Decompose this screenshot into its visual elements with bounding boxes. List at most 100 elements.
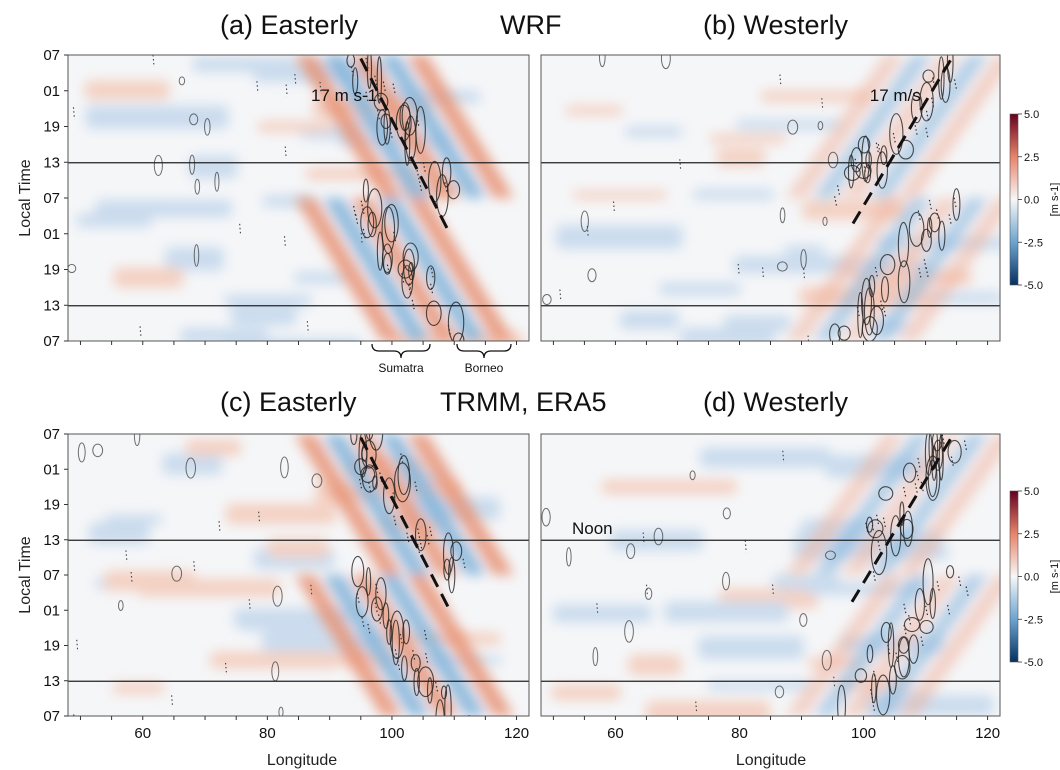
panel-d-contour — [867, 519, 884, 539]
panel-b-dotted-contour — [917, 210, 921, 221]
panel-d-contour — [871, 673, 877, 704]
panel-a-contour — [384, 203, 399, 243]
panel-c-ytick-label: 13 — [43, 532, 60, 549]
panel-b-dotted-contour — [925, 127, 929, 138]
panel-a-contour — [425, 300, 442, 327]
borneo-brace — [456, 343, 512, 359]
panel-b-dotted-contour — [883, 306, 887, 318]
panel-c-dotted-contour — [425, 653, 429, 664]
panel-b-band — [572, 190, 668, 200]
panel-a-ytick-label: 07 — [43, 190, 60, 207]
colorbar-gradient — [1009, 490, 1019, 663]
panel-a-dotted-contour — [408, 283, 412, 294]
panel-a-field — [68, 55, 529, 341]
panel-a-band — [84, 80, 170, 100]
panel-b-contour — [952, 188, 961, 221]
panel-c-dotted-contour — [419, 538, 423, 550]
panel-a-contour — [447, 301, 465, 341]
panel-c-ytick-label: 19 — [43, 638, 60, 655]
panel-a-contour — [376, 109, 389, 146]
y-axis-label-bottom: Local Time — [17, 536, 34, 613]
sumatra-brace — [371, 343, 431, 359]
panel-c-contour — [386, 619, 393, 645]
panel-a-contour — [193, 244, 200, 267]
panel-b-band — [619, 310, 680, 330]
panel-b-contour — [920, 228, 932, 252]
panel-c-dotted-contour — [368, 482, 372, 493]
panel-c-xtick-label: 120 — [504, 725, 529, 742]
panel-c-ytick-label: 07 — [43, 426, 60, 443]
panel-c-contour — [355, 586, 369, 618]
panel-b-dotted-contour — [877, 144, 881, 155]
colorbar-tick-label: 0.0 — [1024, 195, 1039, 207]
panel-d-contour — [821, 649, 832, 671]
panel-a-contour — [446, 180, 461, 200]
panel-b-contour — [850, 147, 863, 173]
panel-b-contour — [843, 164, 861, 181]
panel-d-contour — [854, 668, 868, 683]
panel-b-contour — [938, 56, 945, 100]
panel-b-band — [658, 282, 742, 295]
panel-d-band — [551, 684, 622, 700]
panel-a-band — [226, 338, 361, 341]
panel-b-dotted-contour — [854, 158, 858, 169]
panel-b-contour — [837, 325, 851, 341]
panel-d-band — [645, 700, 771, 716]
panel-d-contour — [914, 588, 925, 621]
panel-a-contour — [367, 188, 383, 229]
panel-d-contour — [722, 507, 731, 520]
panel-a-dotted-contour — [422, 162, 426, 173]
panel-b-contour — [580, 210, 589, 232]
panel-a-dotted-contour — [364, 55, 368, 64]
panel-a-band — [95, 199, 232, 218]
panel-c-contour — [185, 457, 196, 479]
panel-b-contour — [879, 254, 896, 276]
panel-b-contour — [542, 294, 552, 306]
panel-d-band — [697, 636, 804, 660]
panel-d-xtick-label: 60 — [607, 725, 624, 742]
panel-b-contour — [919, 81, 934, 122]
panel-a-contour — [346, 55, 356, 68]
panel-b-dotted-contour — [856, 306, 860, 317]
panel-b-band — [565, 105, 624, 116]
panel-d-xtick-label: 100 — [851, 725, 876, 742]
panel-d-contour — [866, 644, 874, 664]
panel-c-ytick-label: 07 — [43, 708, 60, 725]
panel-b-contour — [897, 139, 914, 160]
colorbar-unit-label: [m s-1] — [1049, 560, 1060, 594]
panel-d-contour — [908, 634, 919, 664]
panel-b-dotted-contour — [925, 267, 929, 278]
panel-b-contour — [822, 216, 828, 227]
colorbar-tick-label: -2.5 — [1024, 614, 1043, 626]
panel-a-ytick-label: 19 — [43, 119, 60, 136]
panel-c-dotted-contour — [417, 528, 421, 539]
panel-b-dotted-contour — [935, 209, 940, 220]
colorbar-tick-label: 5.0 — [1024, 486, 1039, 498]
colorbar-tick-label: -5.0 — [1024, 657, 1043, 669]
panel-d-contour — [870, 529, 888, 576]
panel-c-contour — [444, 684, 452, 716]
panel-d-contour — [945, 565, 955, 579]
panel-c-contour — [442, 532, 454, 575]
panel-a-contour — [415, 105, 426, 154]
panel-c-contour — [133, 434, 141, 447]
panel-a-contour — [189, 113, 199, 126]
panel-d-dotted-contour — [872, 571, 876, 582]
panel-d-band — [628, 654, 682, 676]
panel-d-xtick-label: 120 — [975, 725, 1000, 742]
panel-a-contour — [352, 67, 359, 95]
panel-a-dotted-contour — [350, 66, 354, 77]
panel-b-band — [679, 327, 776, 341]
panel-d-contour — [894, 654, 911, 680]
y-axis-label-top: Local Time — [17, 159, 34, 236]
panel-d-contour — [947, 439, 962, 464]
panel-d-band — [552, 604, 652, 623]
panel-b-contour — [880, 276, 890, 303]
panel-c-contour — [450, 541, 463, 562]
panel-c-contour — [171, 565, 183, 582]
panel-a-contour — [362, 178, 369, 203]
panel-b-band — [735, 119, 843, 130]
panel-c-contour — [92, 443, 104, 458]
panel-c-contour — [443, 558, 451, 581]
panel-d-contour — [922, 558, 934, 606]
